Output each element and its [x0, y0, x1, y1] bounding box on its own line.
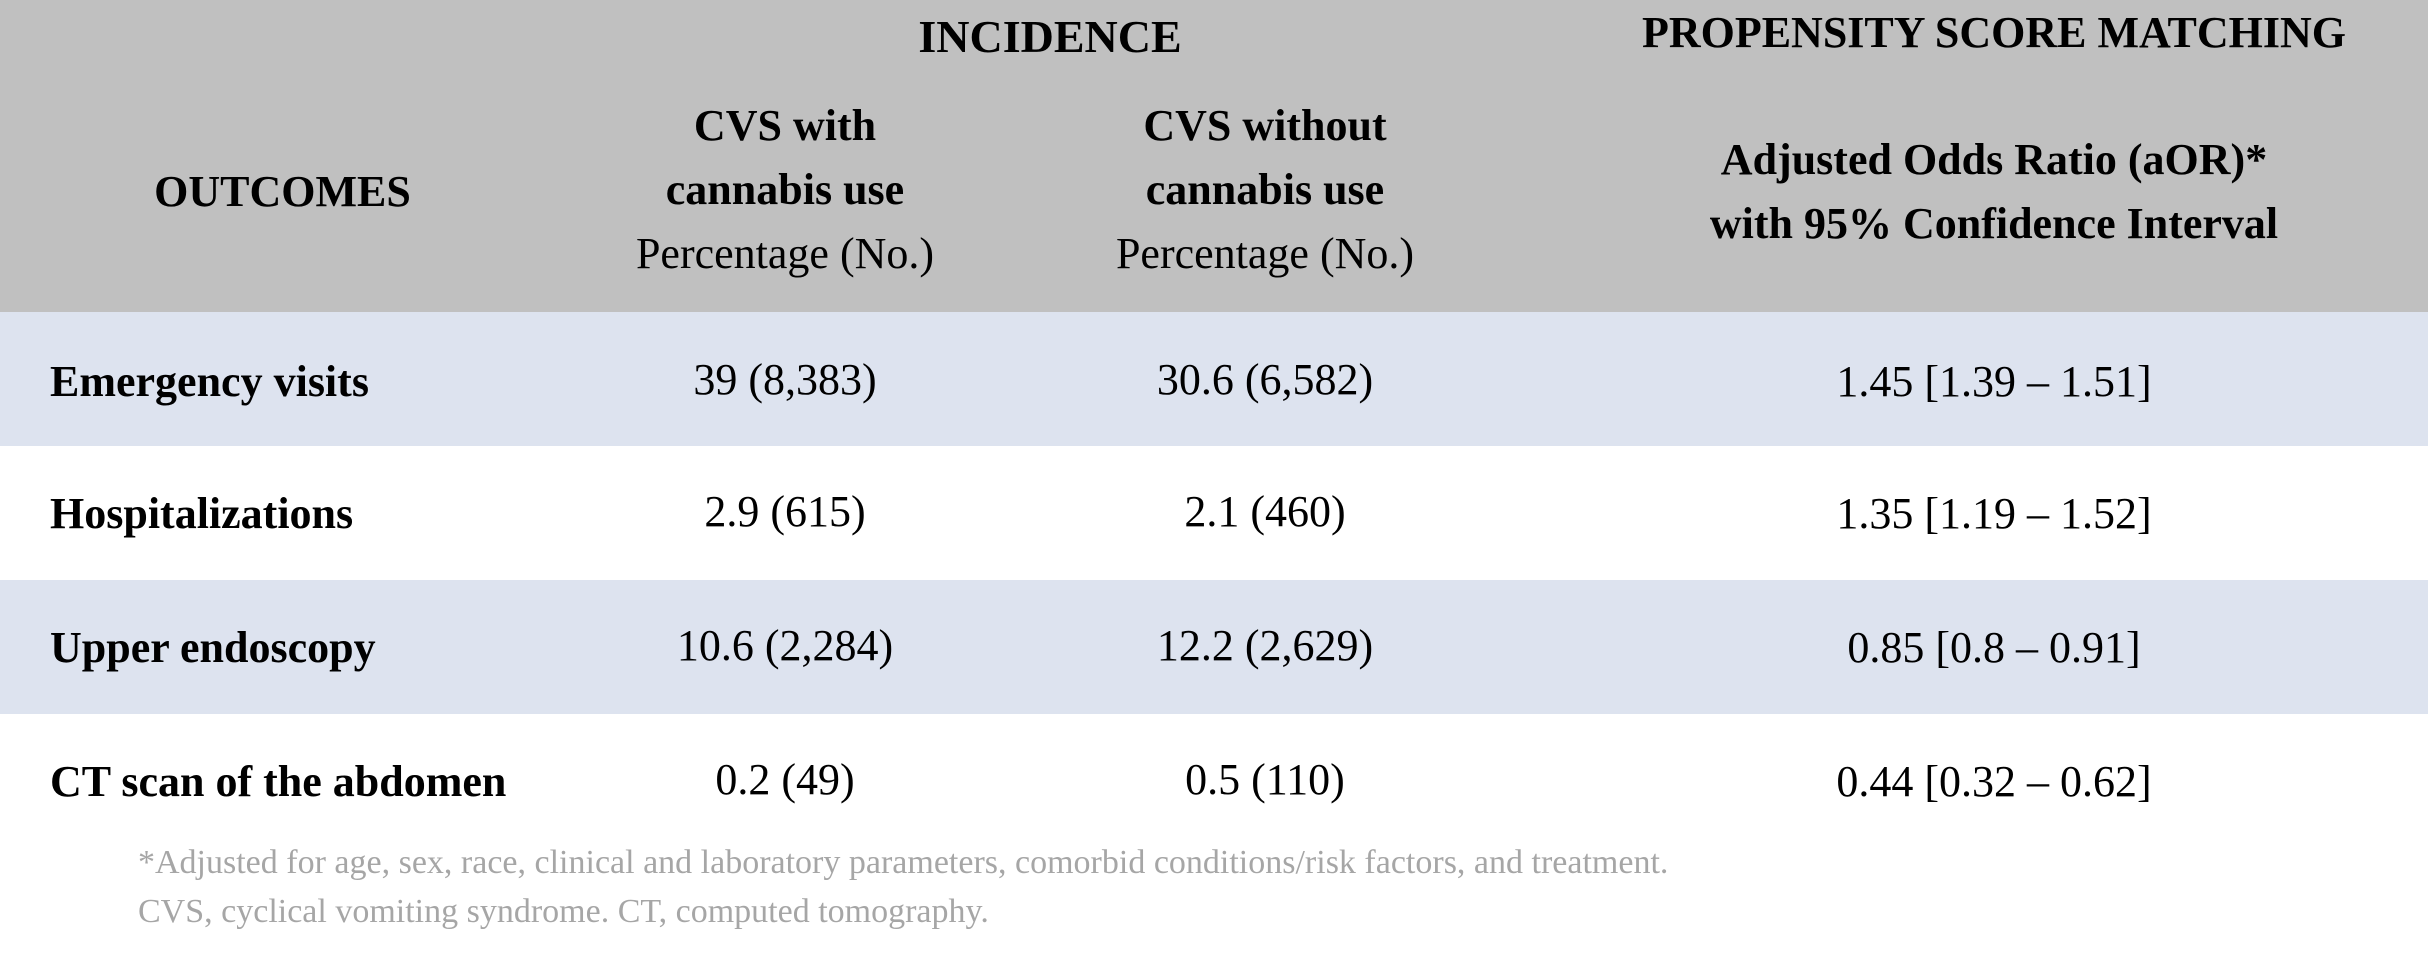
table-row: [0, 580, 2428, 714]
row-with-cannabis-value: 0.2 (49): [715, 755, 855, 804]
outcomes-column-header: OUTCOMES: [154, 167, 411, 216]
row-aor-value: 1.45 [1.39 – 1.51]: [1836, 357, 2152, 406]
table-row: [0, 446, 2428, 580]
row-without-cannabis-value: 12.2 (2,629): [1156, 621, 1374, 670]
aor-column-header: Adjusted Odds Ratio (aOR)* with 95% Conf…: [1560, 128, 2428, 256]
table-row: [0, 714, 2428, 848]
row-with-cannabis-value: 39 (8,383): [693, 355, 877, 404]
row-without-cannabis-value: 2.1 (460): [1184, 487, 1346, 536]
table-footnote: *Adjusted for age, sex, race, clinical a…: [138, 838, 1668, 936]
table-row: [0, 312, 2428, 446]
with-cannabis-column-header: CVS with cannabis use Percentage (No.): [560, 94, 1010, 286]
incidence-group-header: INCIDENCE: [918, 11, 1182, 62]
footnote-line-2: CVS, cyclical vomiting syndrome. CT, com…: [138, 893, 989, 930]
without-cannabis-header-line1: CVS without: [1143, 101, 1387, 150]
without-cannabis-column-header: CVS without cannabis use Percentage (No.…: [1040, 94, 1490, 286]
row-outcome-label: Hospitalizations: [50, 489, 354, 538]
row-aor-value: 0.44 [0.32 – 0.62]: [1836, 757, 2152, 806]
without-cannabis-header-line2: cannabis use: [1145, 165, 1385, 214]
row-with-cannabis-value: 10.6 (2,284): [676, 621, 894, 670]
row-with-cannabis-value: 2.9 (615): [704, 487, 866, 536]
with-cannabis-header-line1: CVS with: [693, 101, 877, 150]
row-aor-value: 0.85 [0.8 – 0.91]: [1847, 623, 2141, 672]
with-cannabis-header-sub: Percentage (No.): [635, 229, 935, 278]
row-aor-value: 1.35 [1.19 – 1.52]: [1836, 489, 2152, 538]
propensity-group-header: PROPENSITY SCORE MATCHING: [1641, 8, 2347, 57]
row-outcome-label: CT scan of the abdomen: [50, 757, 507, 806]
aor-header-line2: with 95% Confidence Interval: [1709, 199, 2279, 248]
table-header: [0, 0, 2428, 312]
without-cannabis-header-sub: Percentage (No.): [1115, 229, 1415, 278]
row-without-cannabis-value: 30.6 (6,582): [1156, 355, 1374, 404]
with-cannabis-header-line2: cannabis use: [665, 165, 905, 214]
row-without-cannabis-value: 0.5 (110): [1185, 755, 1345, 804]
aor-header-line1: Adjusted Odds Ratio (aOR)*: [1720, 135, 2268, 184]
row-outcome-label: Upper endoscopy: [50, 623, 376, 672]
footnote-line-1: *Adjusted for age, sex, race, clinical a…: [138, 844, 1669, 881]
row-outcome-label: Emergency visits: [50, 357, 369, 406]
